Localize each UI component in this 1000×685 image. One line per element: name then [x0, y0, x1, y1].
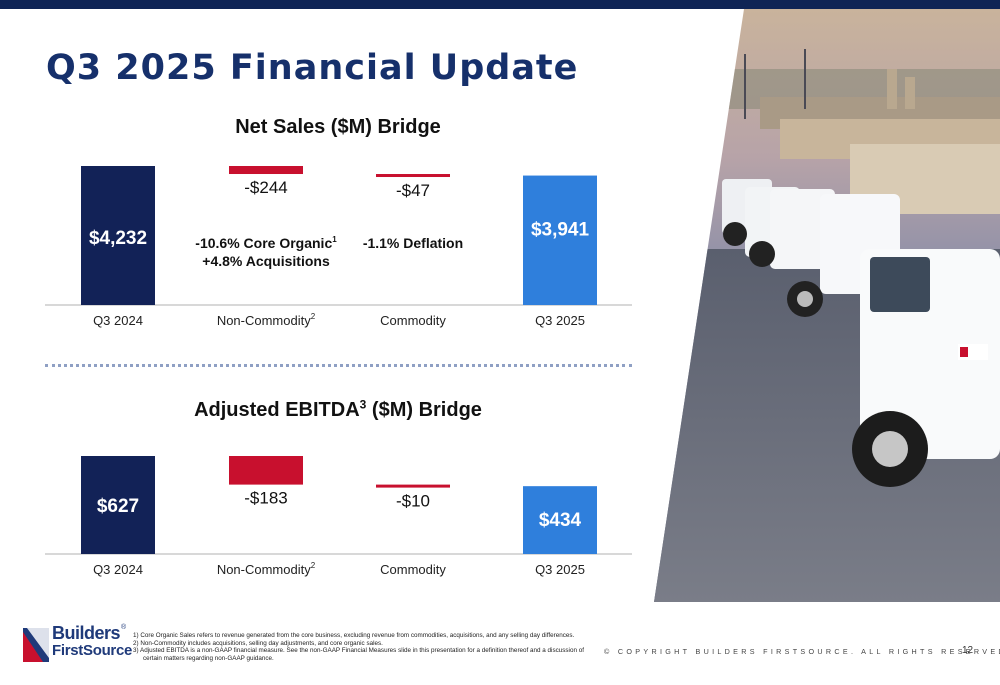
annotation-text: -10.6% Core Organic1	[195, 235, 337, 251]
category-label: Non-Commodity2	[217, 561, 316, 577]
bar-decrease	[229, 166, 303, 175]
copyright-text: © COPYRIGHT BUILDERS FIRSTSOURCE. ALL RI…	[604, 647, 1000, 656]
annotation-text: +4.8% Acquisitions	[202, 253, 330, 269]
bar-start	[81, 456, 155, 554]
data-label: -$244	[244, 178, 287, 197]
footnote-2: 2) Non-Commodity includes acquisitions, …	[133, 639, 383, 647]
bar-decrease	[376, 484, 450, 488]
chart-title-text: Adjusted EBITDA	[194, 399, 360, 421]
footnote-1: 1) Core Organic Sales refers to revenue …	[133, 632, 575, 639]
annotation-text: -1.1% Deflation	[363, 235, 463, 251]
page-title: Q3 2025 Financial Update	[46, 48, 579, 88]
category-label: Non-Commodity2	[217, 312, 316, 328]
data-label: -$47	[396, 181, 430, 200]
builders-firstsource-logo-icon	[23, 628, 49, 662]
data-label: -$183	[244, 489, 287, 508]
chart-title-text: Net Sales ($M) Bridge	[235, 116, 441, 138]
footer	[0, 602, 1000, 685]
footnotes: 1) Core Organic Sales refers to revenue …	[133, 632, 603, 663]
bar-end	[523, 486, 597, 554]
data-label: $4,232	[89, 228, 147, 249]
section-divider	[45, 364, 632, 367]
data-label: $434	[539, 510, 582, 531]
logo-registered-mark: ®	[121, 624, 127, 631]
bar-decrease	[229, 456, 303, 485]
category-label: Q3 2024	[93, 313, 143, 328]
data-label: $3,941	[531, 220, 590, 241]
category-label: Q3 2024	[93, 562, 143, 577]
logo-text-builders: Builders	[52, 623, 121, 643]
category-label: Commodity	[380, 313, 446, 328]
category-superscript: 2	[311, 561, 316, 570]
data-label: $627	[97, 496, 139, 517]
category-label: Q3 2025	[535, 313, 585, 328]
category-superscript: 2	[311, 312, 316, 321]
chart-title-suffix: ($M) Bridge	[371, 399, 482, 421]
truck-yard-photo	[0, 9, 1000, 602]
logo-text-firstsource: FirstSource	[52, 642, 133, 659]
bar-start	[81, 166, 155, 305]
annotation-superscript: 1	[332, 235, 337, 244]
category-label: Commodity	[380, 562, 446, 577]
data-label: -$10	[396, 492, 430, 511]
bar-end	[523, 175, 597, 305]
chart-title-superscript: 3	[359, 397, 367, 412]
top-bar	[0, 0, 1000, 9]
category-label: Q3 2025	[535, 562, 585, 577]
chart-title-ebitda: Adjusted EBITDA3 ($M) Bridge	[194, 397, 482, 422]
chart-title-net-sales: Net Sales ($M) Bridge	[235, 116, 441, 139]
footnote-3: 3) Adjusted EBITDA is a non-GAAP financi…	[133, 647, 584, 663]
bar-decrease	[376, 174, 450, 178]
page-number: 12	[962, 645, 974, 656]
